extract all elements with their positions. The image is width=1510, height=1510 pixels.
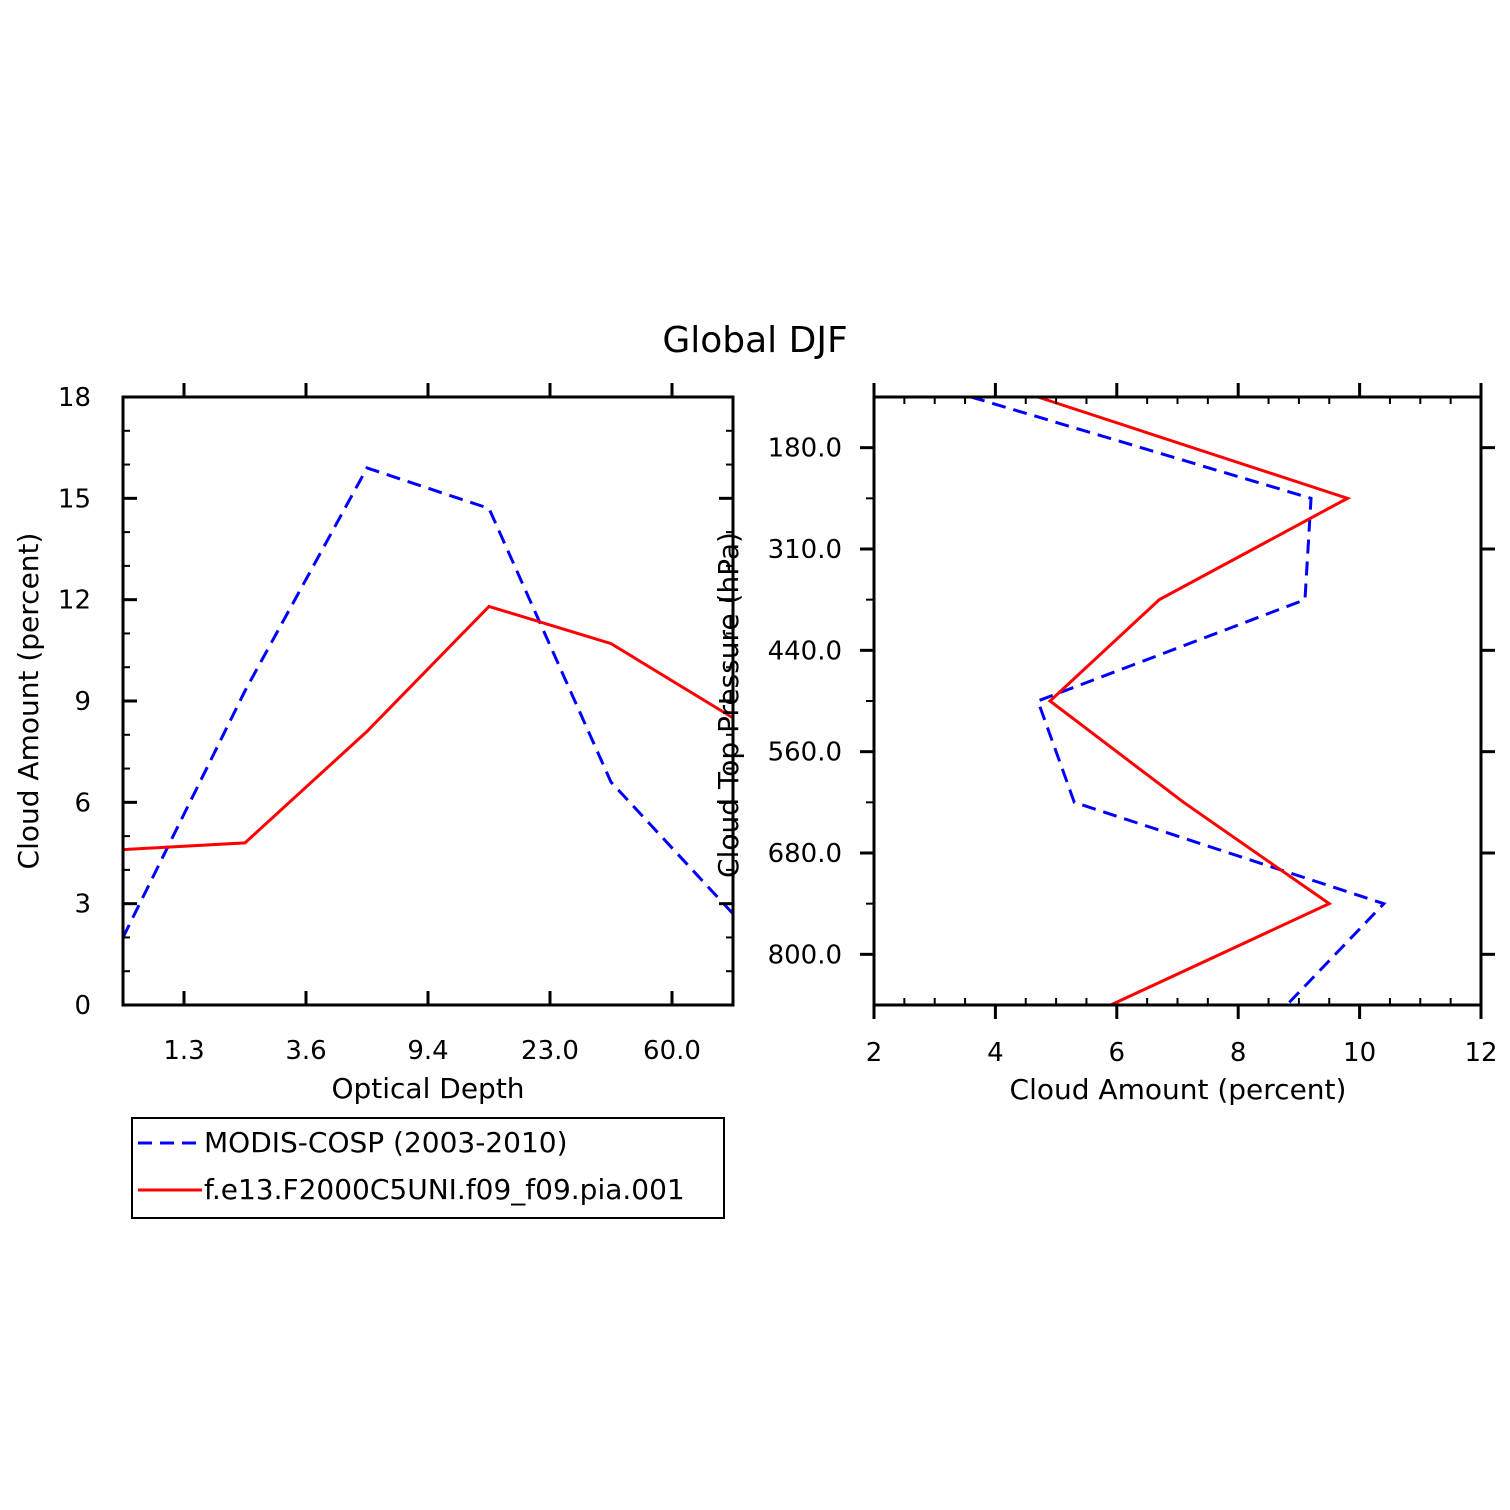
left-y-ticks: 0 3 6 9 12 15 18	[58, 383, 733, 1021]
left-x-tick-label: 23.0	[521, 1036, 579, 1066]
right-x-tick-label: 4	[987, 1038, 1004, 1068]
legend-label-model: f.e13.F2000C5UNI.f09_f09.pia.001	[204, 1173, 685, 1206]
right-series-line-obs	[970, 395, 1387, 1007]
left-plot-frame	[121, 395, 735, 1007]
legend-label-obs: MODIS-COSP (2003-2010)	[204, 1126, 568, 1159]
left-y-tick-label: 15	[58, 484, 91, 514]
legend: MODIS-COSP (2003-2010) f.e13.F2000C5UNI.…	[131, 1117, 725, 1219]
right-plot-frame	[872, 395, 1483, 1007]
left-y-tick-label: 0	[74, 991, 91, 1021]
left-x-tick-label: 60.0	[643, 1036, 701, 1066]
right-y-tick-label: 180.0	[768, 434, 842, 464]
right-y-tick-label: 310.0	[768, 535, 842, 565]
left-y-tick-label: 12	[58, 586, 91, 616]
left-x-tick-label: 3.6	[285, 1036, 326, 1066]
left-y-tick-label: 3	[74, 890, 91, 920]
left-series-line-model	[122, 604, 734, 852]
right-x-axis-title: Cloud Amount (percent)	[1010, 1073, 1347, 1106]
right-x-ticks: 2 4 6 8 10 12	[866, 383, 1498, 1068]
chart-title: Global DJF	[662, 320, 847, 361]
left-y-axis-title: Cloud Amount (percent)	[12, 533, 45, 870]
right-y-tick-label: 560.0	[768, 738, 842, 768]
left-x-tick-label: 9.4	[407, 1036, 448, 1066]
left-x-tick-label: 1.3	[163, 1036, 204, 1066]
right-y-tick-label: 680.0	[768, 839, 842, 869]
right-series-line-model	[1037, 395, 1352, 1007]
optical-depth-panel: 0 3 6 9 12 15 18 1.3 3.6 9.4 23.0 60.0 Optical Dep…	[12, 383, 735, 1105]
left-y-tick-label: 18	[58, 383, 91, 413]
left-x-axis-title: Optical Depth	[331, 1072, 524, 1105]
pressure-series	[970, 395, 1387, 1007]
right-y-tick-label: 800.0	[768, 940, 842, 970]
right-x-tick-label: 6	[1109, 1038, 1126, 1068]
left-y-tick-label: 6	[74, 788, 91, 818]
left-series-line-obs	[121, 466, 735, 939]
right-x-tick-label: 12	[1464, 1038, 1497, 1068]
right-y-ticks: 180.0 310.0 440.0 560.0 680.0 800.0	[768, 434, 1495, 970]
optical-depth-series	[121, 466, 735, 939]
right-y-axis-title: Cloud Top Pressure (hPa)	[712, 532, 745, 878]
left-x-ticks: 1.3 3.6 9.4 23.0 60.0	[163, 383, 701, 1066]
right-y-tick-label: 440.0	[768, 636, 842, 666]
left-y-tick-label: 9	[74, 687, 91, 717]
right-x-tick-label: 2	[866, 1038, 883, 1068]
right-x-tick-label: 10	[1343, 1038, 1376, 1068]
legend-box	[131, 1117, 725, 1219]
right-x-tick-label: 8	[1230, 1038, 1247, 1068]
